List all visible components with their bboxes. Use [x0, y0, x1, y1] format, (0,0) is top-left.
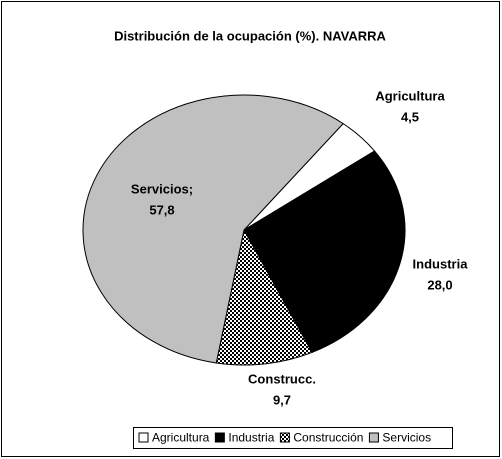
- legend-swatch: [214, 432, 225, 443]
- legend-swatch: [138, 432, 149, 443]
- data-label-value: 9,7: [273, 392, 291, 407]
- legend-label: Agricultura: [152, 431, 210, 445]
- chart-title: Distribución de la ocupación (%). NAVARR…: [114, 28, 386, 43]
- data-label-name: Agricultura: [375, 88, 445, 103]
- data-label-name: Servicios;: [131, 181, 193, 196]
- legend-swatch: [368, 432, 379, 443]
- pie-slice: [215, 228, 313, 366]
- data-label-value: 57,8: [149, 202, 174, 217]
- data-label-value: 28,0: [427, 277, 452, 292]
- data-label-name: Construcc.: [248, 371, 316, 386]
- legend-label: Servicios: [382, 431, 431, 445]
- data-label-value: 4,5: [401, 109, 419, 124]
- data-label-name: Industria: [413, 256, 469, 271]
- legend-swatch: [279, 432, 290, 443]
- pie-slice: [82, 94, 344, 364]
- legend-label: Industria: [228, 431, 274, 445]
- legend-label: Construcción: [293, 431, 363, 445]
